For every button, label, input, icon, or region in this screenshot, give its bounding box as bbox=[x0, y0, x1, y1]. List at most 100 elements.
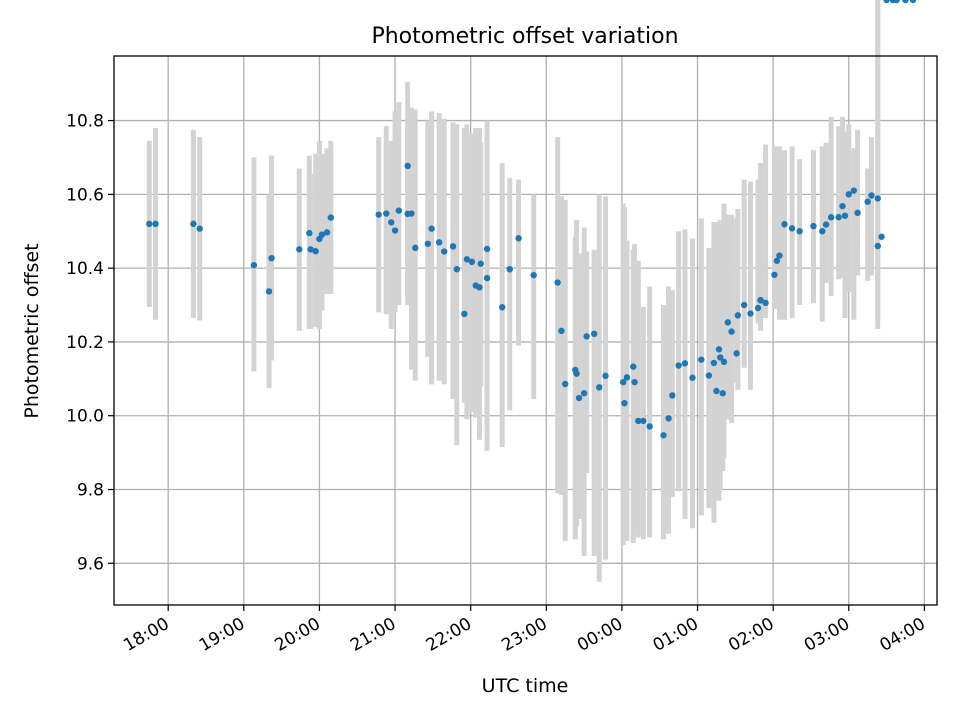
data-point bbox=[515, 235, 522, 242]
x-axis-label: UTC time bbox=[482, 675, 569, 697]
data-point bbox=[412, 244, 419, 252]
data-point bbox=[796, 228, 803, 235]
data-point bbox=[698, 356, 705, 363]
data-point bbox=[265, 288, 273, 295]
data-point bbox=[854, 209, 861, 217]
data-point bbox=[375, 211, 382, 218]
y-tick-label: 10.8 bbox=[66, 112, 104, 132]
x-tick-label: 01:00 bbox=[650, 614, 702, 656]
data-point bbox=[152, 220, 159, 228]
data-point bbox=[483, 274, 491, 282]
data-point bbox=[575, 394, 583, 402]
data-point bbox=[788, 225, 796, 232]
data-point bbox=[839, 202, 846, 210]
data-point bbox=[878, 233, 885, 240]
data-point bbox=[719, 390, 726, 397]
data-point bbox=[498, 304, 506, 311]
data-point bbox=[596, 384, 603, 391]
data-point bbox=[573, 370, 580, 377]
grid bbox=[114, 56, 937, 605]
data-point bbox=[250, 261, 258, 269]
data-point bbox=[845, 191, 852, 198]
data-point bbox=[822, 221, 830, 228]
data-point bbox=[835, 214, 842, 221]
data-point bbox=[463, 256, 471, 263]
data-point bbox=[558, 327, 565, 335]
data-point bbox=[562, 380, 569, 388]
data-point bbox=[453, 266, 461, 273]
x-tick-label: 02:00 bbox=[725, 614, 777, 656]
data-point bbox=[621, 399, 628, 407]
data-point bbox=[461, 310, 468, 318]
data-point bbox=[883, 0, 890, 4]
x-tick-label: 20:00 bbox=[271, 614, 323, 656]
data-point bbox=[733, 350, 740, 357]
data-point bbox=[388, 219, 395, 226]
data-point bbox=[776, 252, 783, 259]
data-point bbox=[874, 195, 881, 202]
data-point bbox=[669, 392, 676, 399]
data-point bbox=[476, 284, 483, 291]
data-point bbox=[710, 359, 718, 367]
data-point bbox=[681, 360, 689, 367]
data-point bbox=[268, 254, 275, 262]
data-point bbox=[909, 0, 917, 4]
data-point bbox=[435, 239, 443, 246]
data-point bbox=[754, 304, 762, 312]
data-point bbox=[874, 242, 881, 250]
x-tick-label: 00:00 bbox=[574, 614, 626, 656]
data-point bbox=[296, 246, 303, 253]
data-point bbox=[590, 330, 598, 338]
data-point bbox=[728, 328, 735, 335]
data-point bbox=[190, 220, 197, 228]
data-point bbox=[771, 271, 778, 278]
data-point bbox=[740, 301, 748, 309]
x-tick-label: 18:00 bbox=[120, 614, 172, 656]
data-point bbox=[773, 257, 781, 264]
y-tick-label: 10.0 bbox=[66, 407, 104, 427]
data-point bbox=[196, 225, 203, 232]
data-point bbox=[404, 162, 411, 170]
data-point bbox=[902, 0, 909, 4]
data-point bbox=[449, 243, 457, 250]
y-tick-label: 9.8 bbox=[77, 481, 104, 501]
x-tick-label: 04:00 bbox=[876, 614, 928, 656]
data-point bbox=[660, 432, 667, 439]
x-tick-label: 22:00 bbox=[423, 614, 475, 656]
y-axis-label: Photometric offset bbox=[21, 243, 43, 418]
data-point bbox=[408, 210, 415, 217]
data-point bbox=[323, 229, 331, 236]
data-point bbox=[468, 258, 476, 266]
data-point bbox=[307, 246, 314, 253]
x-axis-ticks: 18:00 19:00 20:00 21:00 22:00 23:00 00:00 01:00… bbox=[120, 605, 929, 656]
data-point bbox=[428, 225, 435, 232]
data-point bbox=[705, 372, 713, 379]
data-point bbox=[720, 358, 728, 366]
data-point bbox=[530, 271, 537, 279]
data-point bbox=[715, 346, 723, 353]
data-point bbox=[583, 333, 590, 340]
data-point bbox=[665, 415, 672, 422]
data-point bbox=[619, 378, 627, 386]
data-point bbox=[893, 0, 900, 4]
error-bars bbox=[146, 0, 881, 582]
data-point bbox=[306, 229, 313, 237]
data-point bbox=[602, 372, 609, 380]
data-point bbox=[477, 260, 484, 267]
data-point bbox=[864, 198, 871, 205]
data-point bbox=[631, 378, 638, 386]
plot-frame bbox=[113, 55, 938, 606]
data-point bbox=[146, 220, 153, 228]
data-point bbox=[327, 214, 334, 221]
data-point bbox=[630, 363, 637, 370]
data-point bbox=[635, 417, 642, 425]
data-point bbox=[640, 417, 647, 425]
data-point bbox=[312, 247, 319, 255]
data-point bbox=[646, 423, 653, 430]
data-point bbox=[734, 312, 742, 319]
data-point bbox=[675, 362, 682, 369]
data-point bbox=[819, 228, 826, 235]
data-point bbox=[424, 240, 432, 247]
y-tick-label: 10.6 bbox=[66, 185, 104, 205]
